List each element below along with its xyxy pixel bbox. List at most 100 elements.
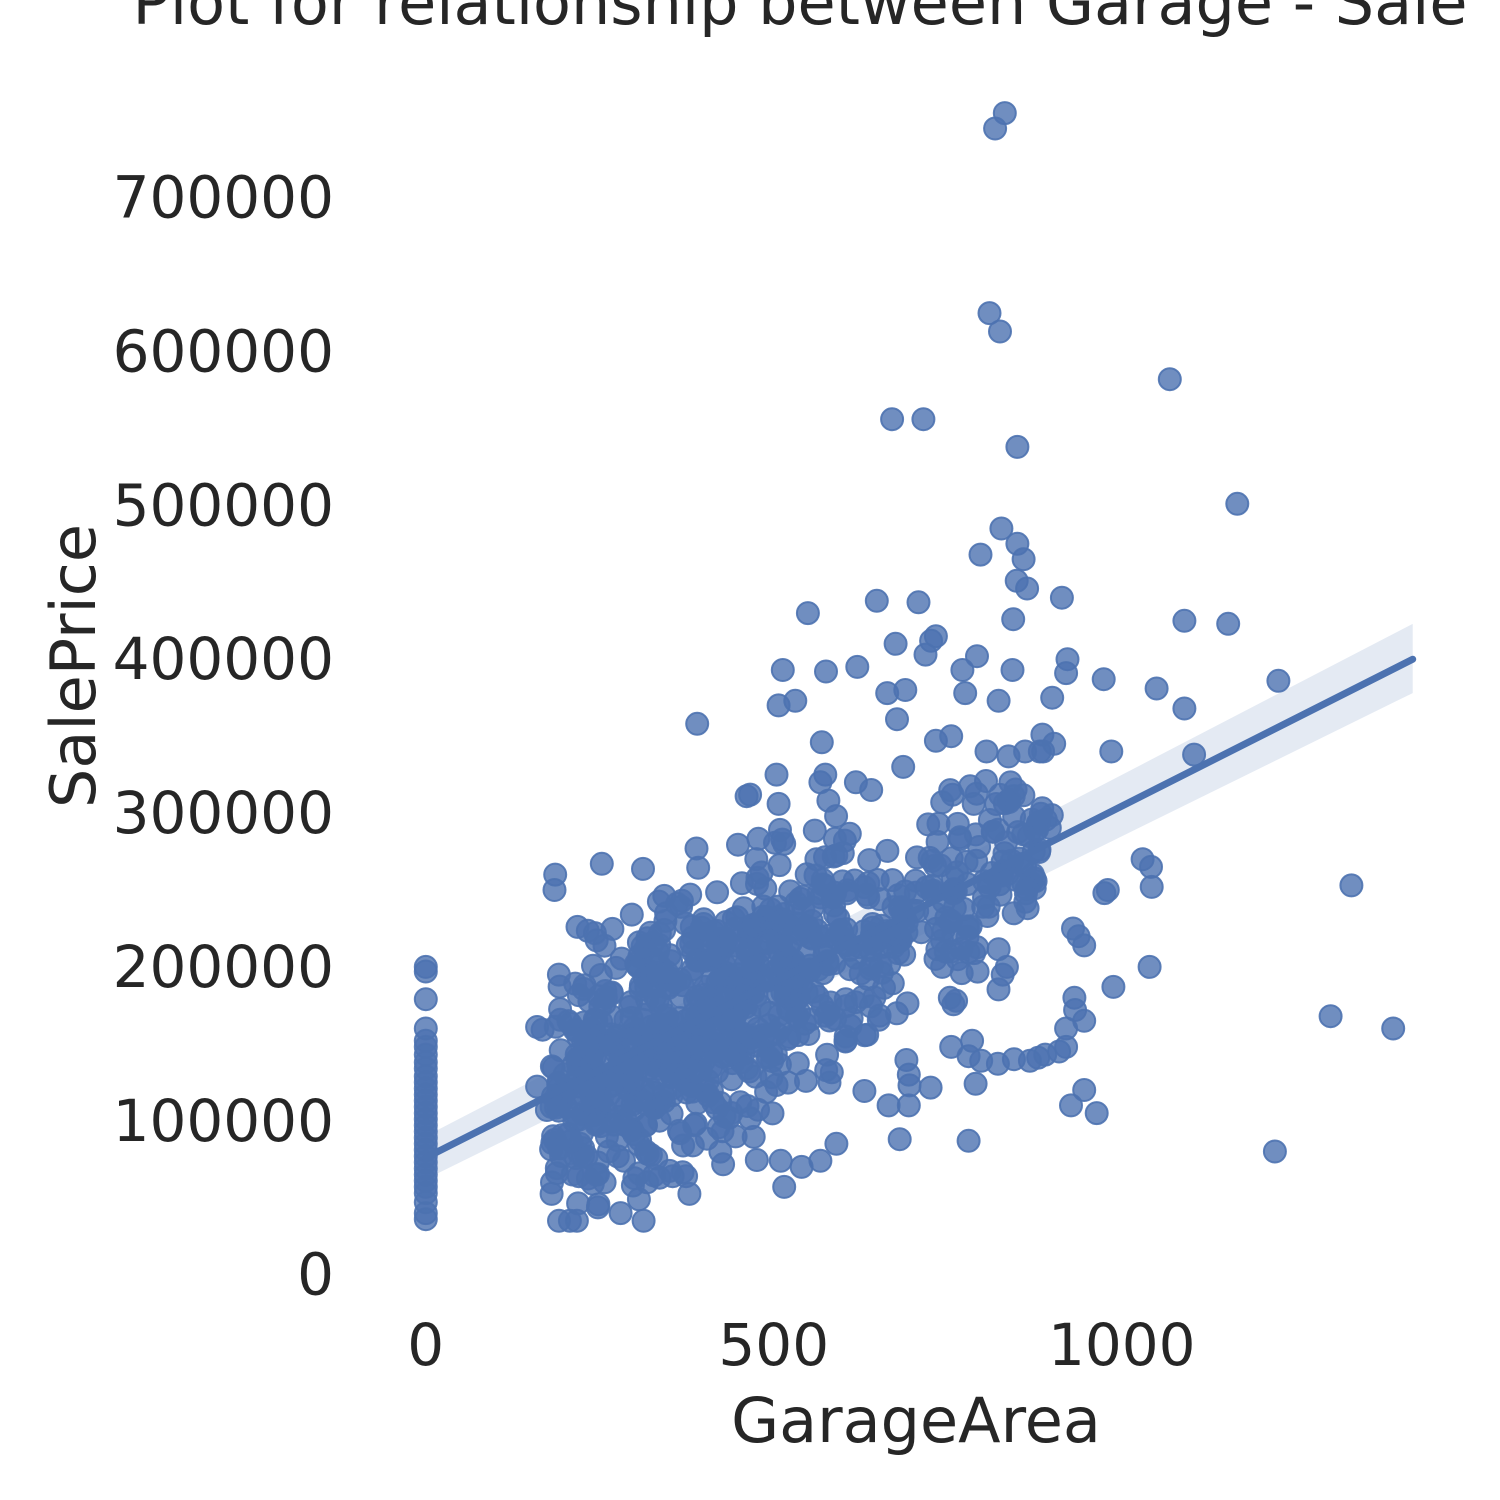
data-point — [1182, 742, 1207, 767]
data-point — [958, 774, 983, 799]
data-point — [631, 1208, 656, 1233]
data-point — [939, 724, 964, 749]
y-tick-label: 200000 — [113, 933, 334, 1001]
data-point — [565, 914, 590, 939]
data-point — [883, 631, 908, 656]
data-point — [413, 987, 438, 1012]
data-point — [956, 916, 981, 941]
y-axis-title: SalePrice — [37, 524, 110, 808]
data-point — [906, 590, 931, 615]
data-point — [621, 1068, 646, 1093]
data-point — [963, 1071, 988, 1096]
data-point — [801, 979, 826, 1004]
data-point — [684, 836, 709, 861]
x-axis-ticks: 0 500 1000 — [407, 1311, 1195, 1379]
data-point — [1054, 661, 1079, 686]
data-point — [913, 642, 938, 667]
data-point — [766, 791, 791, 816]
data-point — [1172, 696, 1197, 721]
data-point — [1072, 1078, 1097, 1102]
data-point — [875, 681, 900, 706]
data-point — [726, 832, 750, 857]
data-point — [1225, 491, 1250, 516]
data-point — [541, 1055, 566, 1080]
data-point — [795, 601, 820, 626]
data-point — [740, 948, 765, 973]
y-tick-label: 100000 — [113, 1087, 334, 1155]
data-point — [903, 868, 928, 893]
data-point — [1049, 585, 1074, 610]
data-point — [809, 730, 834, 755]
data-point — [810, 867, 835, 892]
data-point — [814, 659, 838, 684]
data-point — [540, 1170, 564, 1195]
data-point — [744, 1148, 769, 1172]
data-point — [714, 910, 739, 934]
chart-title: Plot for relationship between Garage - S… — [133, 0, 1468, 39]
x-tick-label: 0 — [407, 1311, 444, 1379]
data-point — [668, 1121, 693, 1146]
data-point — [560, 1162, 585, 1187]
x-axis-title: GarageArea — [731, 1384, 1101, 1457]
data-point — [967, 835, 992, 859]
y-tick-label: 400000 — [113, 625, 334, 693]
data-point — [989, 516, 1014, 541]
data-point — [896, 1093, 921, 1118]
data-point — [1000, 658, 1025, 682]
data-point — [608, 1201, 633, 1226]
data-point — [558, 1011, 583, 1036]
data-point — [715, 1042, 740, 1067]
data-point — [685, 711, 710, 736]
data-point — [845, 654, 870, 679]
data-point — [1092, 881, 1117, 906]
data-point — [666, 1041, 691, 1066]
data-point — [911, 407, 936, 432]
data-point — [891, 754, 916, 779]
data-point — [965, 644, 989, 669]
data-point — [862, 985, 887, 1010]
data-point — [950, 658, 975, 682]
data-point — [1216, 611, 1241, 636]
data-point — [859, 778, 884, 802]
data-point — [638, 1142, 663, 1167]
data-point — [631, 856, 655, 881]
data-point — [956, 1128, 981, 1153]
data-point — [1099, 739, 1124, 764]
data-point — [968, 542, 993, 567]
x-tick-label: 1000 — [1048, 1311, 1196, 1379]
data-point — [670, 1160, 695, 1185]
scatter-points — [413, 101, 1406, 1233]
data-point — [584, 1162, 609, 1187]
data-point — [691, 912, 716, 936]
data-point — [953, 681, 978, 706]
data-point — [764, 1021, 789, 1046]
data-point — [802, 818, 827, 843]
data-point — [823, 902, 847, 926]
data-point — [1059, 1093, 1083, 1118]
data-point — [581, 953, 605, 978]
data-point — [1042, 731, 1067, 756]
data-point — [1262, 1139, 1287, 1164]
data-point — [783, 688, 808, 713]
data-point — [1091, 667, 1116, 692]
data-point — [885, 707, 909, 732]
data-point — [880, 407, 905, 432]
data-point — [792, 917, 817, 941]
data-point — [975, 904, 1000, 928]
data-point — [864, 588, 889, 613]
data-point — [930, 790, 955, 815]
data-point — [775, 935, 800, 960]
data-point — [544, 1095, 568, 1120]
data-point — [586, 1192, 611, 1217]
data-point — [789, 1154, 814, 1179]
data-point — [563, 971, 588, 996]
data-point — [665, 891, 689, 916]
data-point — [865, 868, 890, 892]
data-point — [574, 1144, 599, 1169]
data-point — [772, 1174, 797, 1199]
data-point — [944, 988, 969, 1013]
data-point — [814, 1058, 839, 1083]
data-point — [653, 909, 678, 933]
data-point — [980, 819, 1005, 844]
data-point — [887, 1127, 912, 1152]
